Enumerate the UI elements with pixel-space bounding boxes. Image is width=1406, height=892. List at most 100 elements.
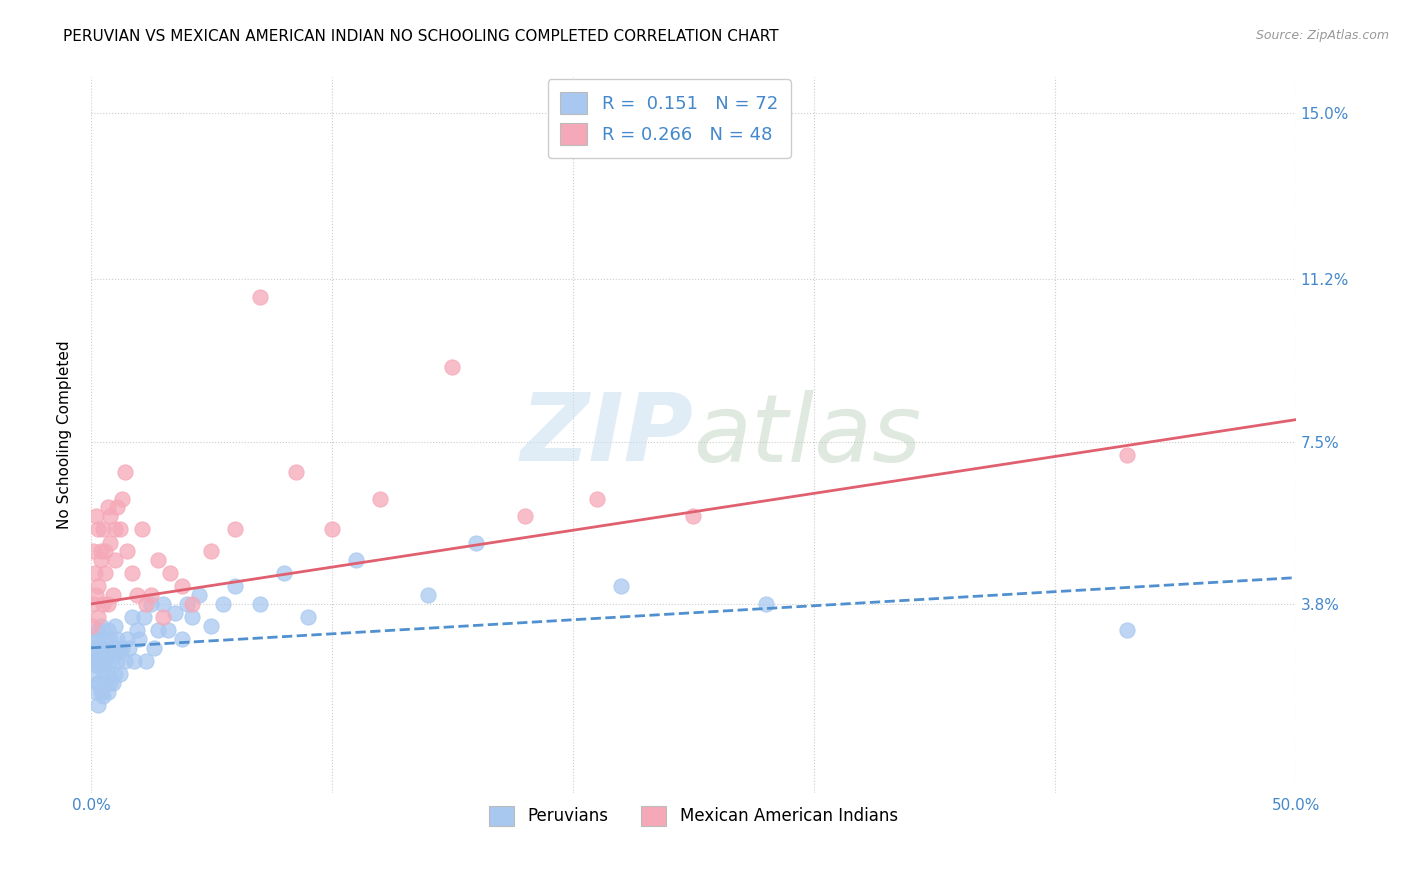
Point — [104, 640, 127, 655]
Point — [148, 624, 170, 638]
Point — [1116, 624, 1139, 638]
Point — [200, 619, 222, 633]
Point — [586, 491, 609, 506]
Point — [87, 522, 110, 536]
Point — [84, 632, 107, 646]
Point — [97, 684, 120, 698]
Point — [273, 566, 295, 581]
Point — [172, 632, 194, 646]
Point — [465, 535, 488, 549]
Point — [107, 632, 129, 646]
Point — [111, 640, 134, 655]
Point — [94, 676, 117, 690]
Point — [125, 588, 148, 602]
Point — [87, 624, 110, 638]
Point — [98, 676, 121, 690]
Point — [87, 676, 110, 690]
Point — [321, 522, 343, 536]
Point — [135, 654, 157, 668]
Point — [157, 624, 180, 638]
Point — [181, 610, 204, 624]
Point — [94, 654, 117, 668]
Point — [132, 610, 155, 624]
Point — [94, 632, 117, 646]
Point — [176, 597, 198, 611]
Point — [97, 597, 120, 611]
Text: PERUVIAN VS MEXICAN AMERICAN INDIAN NO SCHOOLING COMPLETED CORRELATION CHART: PERUVIAN VS MEXICAN AMERICAN INDIAN NO S… — [63, 29, 779, 45]
Point — [441, 359, 464, 374]
Point — [188, 588, 211, 602]
Point — [142, 640, 165, 655]
Point — [107, 500, 129, 515]
Point — [224, 522, 246, 536]
Point — [165, 606, 187, 620]
Point — [87, 579, 110, 593]
Point — [90, 684, 112, 698]
Point — [108, 667, 131, 681]
Point — [82, 632, 104, 646]
Point — [159, 566, 181, 581]
Point — [212, 597, 235, 611]
Point — [82, 619, 104, 633]
Point — [128, 632, 150, 646]
Point — [86, 654, 108, 668]
Point — [141, 597, 163, 611]
Point — [115, 632, 138, 646]
Point — [513, 509, 536, 524]
Point — [101, 588, 124, 602]
Point — [97, 500, 120, 515]
Point — [87, 698, 110, 712]
Point — [125, 624, 148, 638]
Point — [98, 654, 121, 668]
Point — [148, 553, 170, 567]
Point — [90, 544, 112, 558]
Text: ZIP: ZIP — [520, 389, 693, 481]
Point — [98, 509, 121, 524]
Point — [82, 667, 104, 681]
Point — [118, 640, 141, 655]
Point — [368, 491, 391, 506]
Point — [1116, 448, 1139, 462]
Text: Source: ZipAtlas.com: Source: ZipAtlas.com — [1256, 29, 1389, 43]
Point — [152, 597, 174, 611]
Point — [84, 588, 107, 602]
Point — [84, 684, 107, 698]
Point — [97, 645, 120, 659]
Point — [610, 579, 633, 593]
Point — [91, 597, 114, 611]
Point — [91, 689, 114, 703]
Point — [82, 597, 104, 611]
Point — [90, 658, 112, 673]
Point — [200, 544, 222, 558]
Point — [111, 491, 134, 506]
Point — [418, 588, 440, 602]
Y-axis label: No Schooling Completed: No Schooling Completed — [58, 341, 72, 529]
Point — [90, 619, 112, 633]
Point — [98, 632, 121, 646]
Point — [83, 640, 105, 655]
Point — [87, 649, 110, 664]
Legend: Peruvians, Mexican American Indians: Peruvians, Mexican American Indians — [481, 797, 905, 834]
Point — [152, 610, 174, 624]
Point — [87, 610, 110, 624]
Point — [114, 466, 136, 480]
Point — [224, 579, 246, 593]
Point — [91, 522, 114, 536]
Point — [101, 645, 124, 659]
Point — [115, 544, 138, 558]
Point — [108, 645, 131, 659]
Point — [90, 640, 112, 655]
Point — [97, 624, 120, 638]
Point — [101, 676, 124, 690]
Point — [107, 654, 129, 668]
Point — [121, 566, 143, 581]
Point — [114, 654, 136, 668]
Point — [91, 640, 114, 655]
Point — [104, 553, 127, 567]
Point — [284, 466, 307, 480]
Point — [94, 566, 117, 581]
Point — [249, 290, 271, 304]
Point — [108, 522, 131, 536]
Point — [82, 544, 104, 558]
Point — [104, 522, 127, 536]
